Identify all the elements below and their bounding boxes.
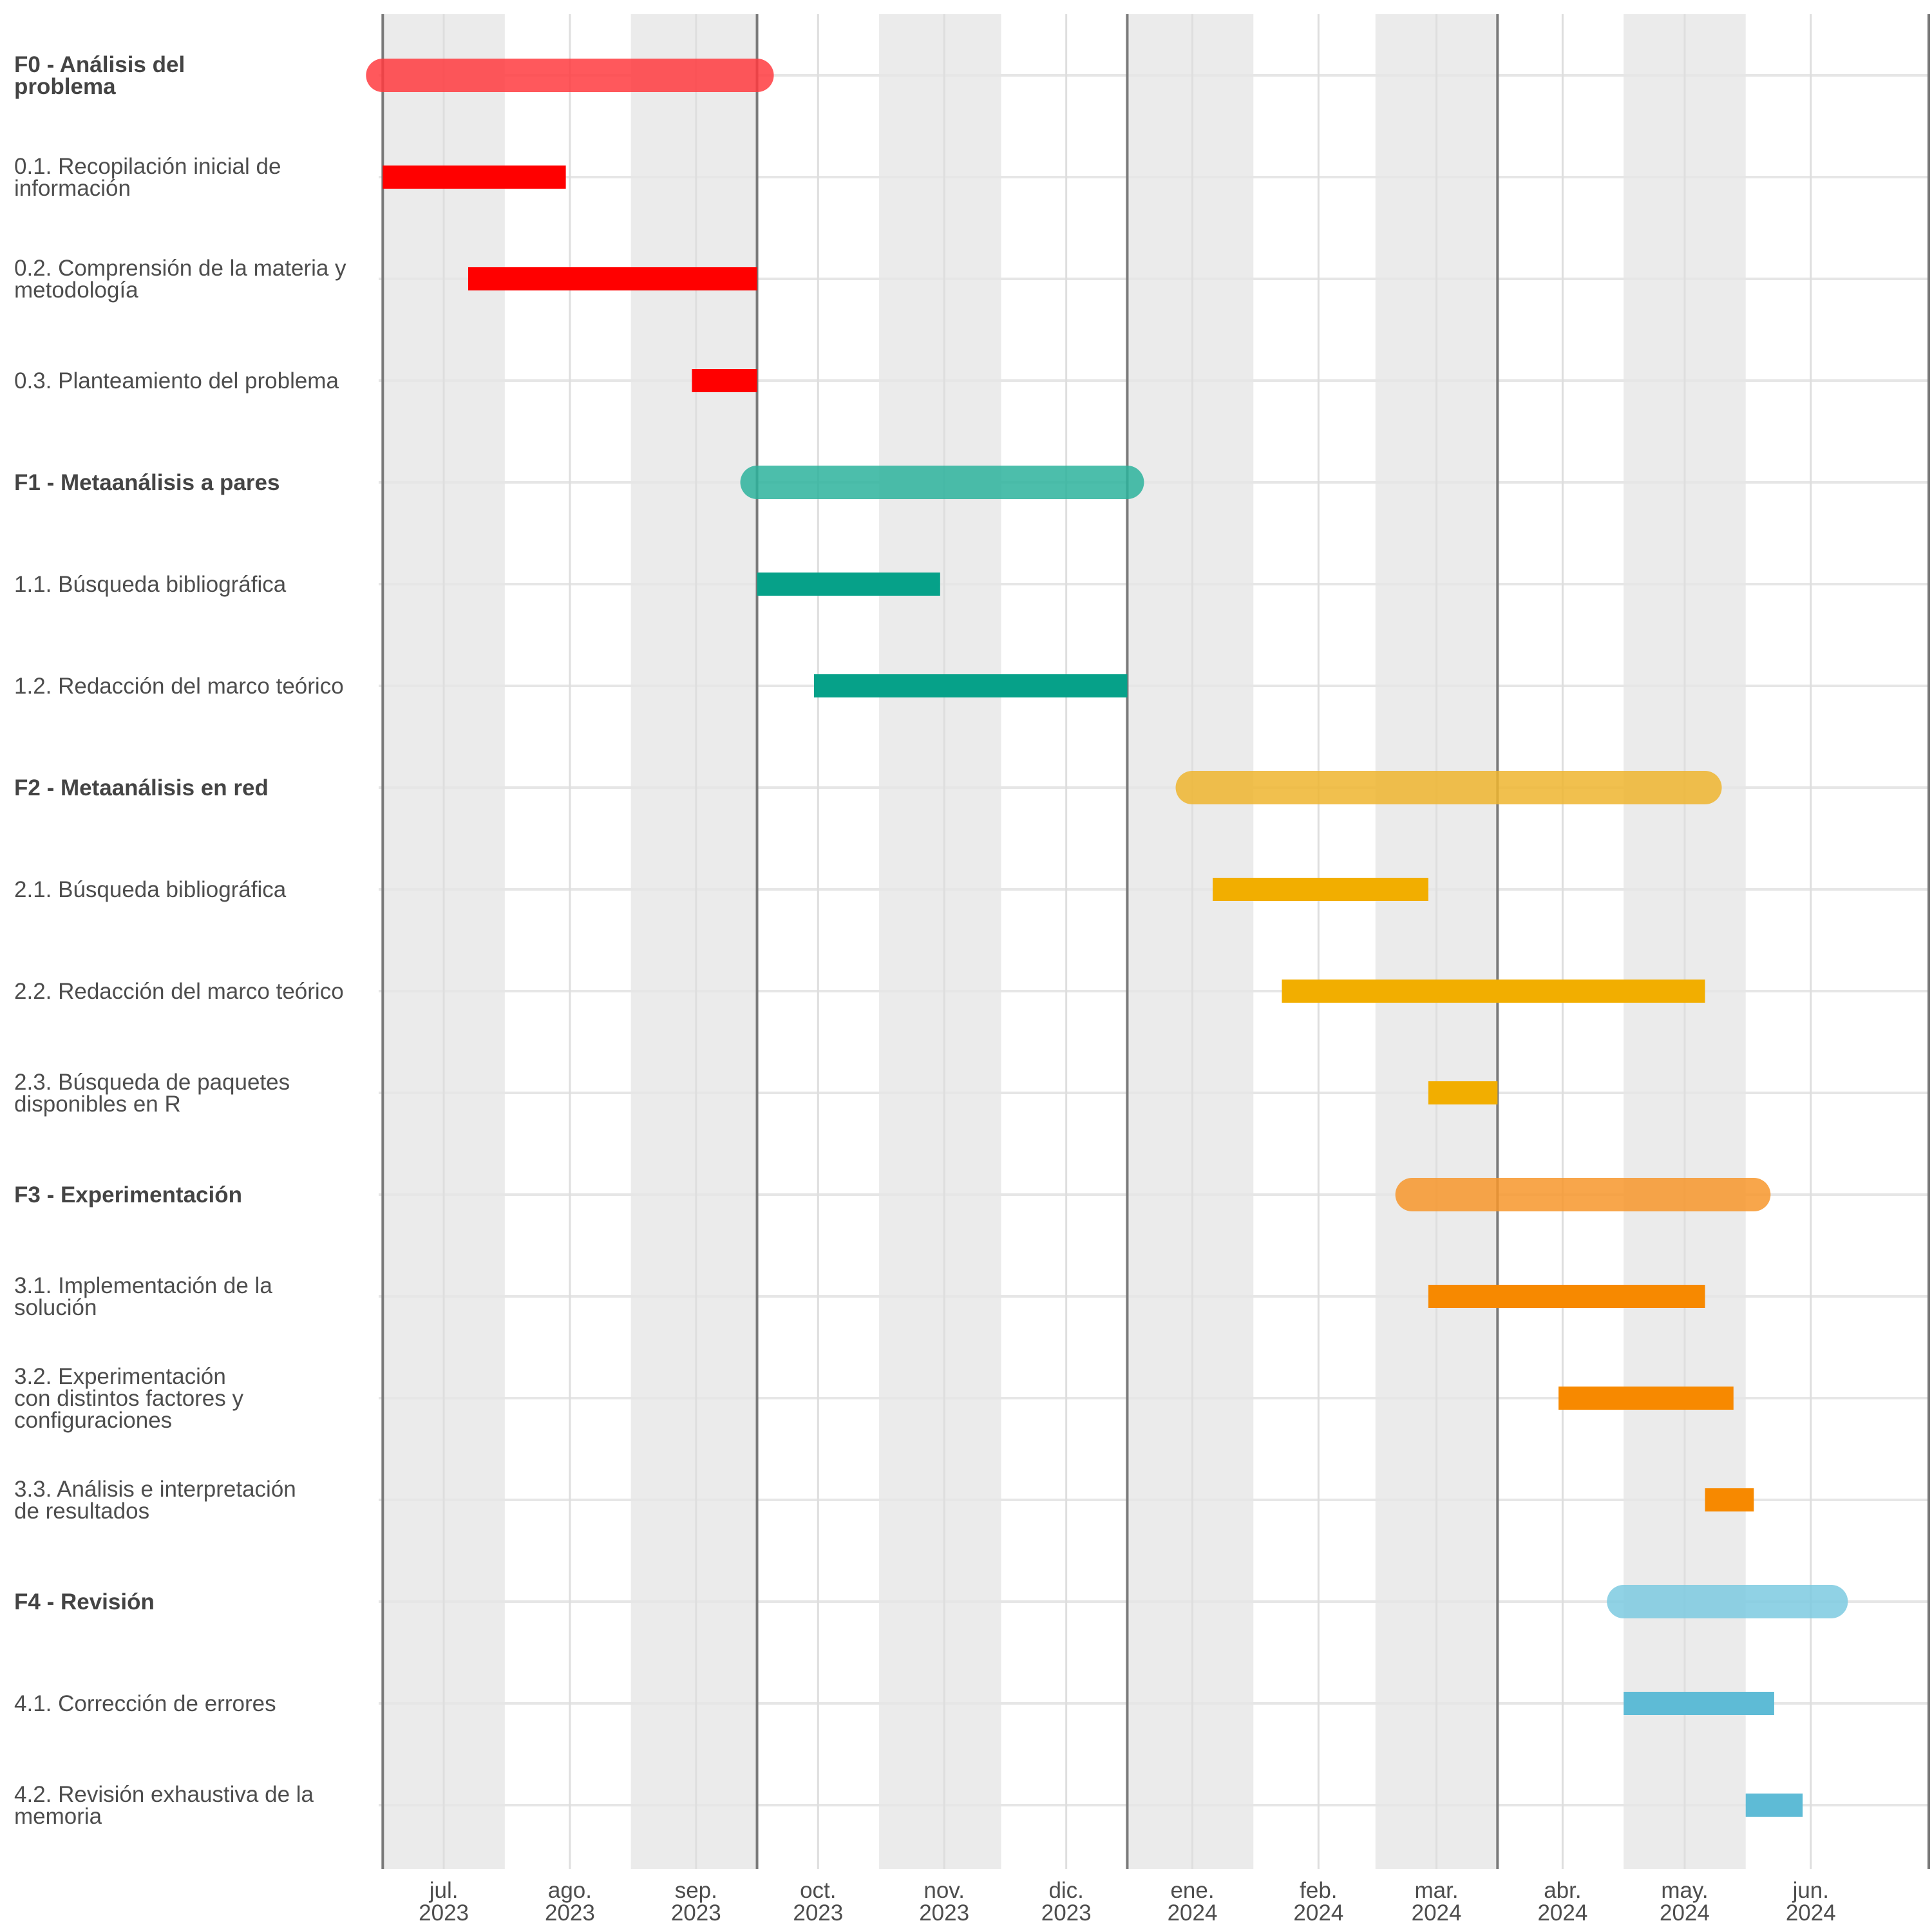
task-bar (1745, 1794, 1803, 1817)
x-tick-month: jun. (1792, 1878, 1829, 1903)
x-tick-month: ene. (1170, 1878, 1214, 1903)
label-line: 2.3. Búsqueda de paquetes (14, 1070, 290, 1095)
task-bar (1282, 980, 1705, 1003)
task-label: 3.3. Análisis e interpretación de resulta… (14, 1477, 296, 1524)
task-bar (757, 573, 940, 596)
task-bar (1558, 1387, 1734, 1410)
task-label: 0.1. Recopilación inicial de información (14, 154, 281, 201)
phase-label: F3 - Experimentación (14, 1182, 242, 1208)
x-tick-year: 2023 (671, 1900, 721, 1926)
label-line: 3.2. Experimentación (14, 1364, 226, 1389)
task-bar (1213, 878, 1428, 901)
task-bar (1428, 1081, 1498, 1104)
shaded-band (879, 14, 1001, 1869)
x-tick-year: 2024 (1786, 1900, 1836, 1926)
phase-label: F2 - Metaanálisis en red (14, 775, 269, 800)
label-line: información (14, 176, 131, 201)
x-tick-month: mar. (1415, 1878, 1459, 1903)
x-tick-year: 2023 (419, 1900, 469, 1926)
x-tick-month: abr. (1544, 1878, 1581, 1903)
task-label: 2.3. Búsqueda de paquetes disponibles en … (14, 1070, 290, 1117)
x-tick-year: 2023 (545, 1900, 595, 1926)
x-tick-year: 2023 (1041, 1900, 1092, 1926)
label-line: solución (14, 1295, 97, 1320)
label-line: 1.1. Búsqueda bibliográfica (14, 572, 287, 597)
label-line: 3.3. Análisis e interpretación (14, 1477, 296, 1502)
task-label: 0.3. Planteamiento del problema (14, 368, 339, 393)
task-label: 1.1. Búsqueda bibliográfica (14, 572, 287, 597)
x-tick-year: 2023 (919, 1900, 969, 1926)
x-tick-year: 2024 (1660, 1900, 1710, 1926)
task-label: 1.2. Redacción del marco teórico (14, 674, 344, 699)
task-label: 2.2. Redacción del marco teórico (14, 979, 344, 1004)
x-tick-month: sep. (675, 1878, 717, 1903)
label-line: 2.1. Búsqueda bibliográfica (14, 877, 287, 902)
label-line: 0.3. Planteamiento del problema (14, 368, 339, 393)
phase-label: F4 - Revisión (14, 1589, 155, 1615)
x-tick-year: 2024 (1537, 1900, 1587, 1926)
phase-label: F1 - Metaanálisis a pares (14, 470, 279, 495)
shaded-band (630, 14, 757, 1869)
x-tick-month: nov. (923, 1878, 965, 1903)
label-line: configuraciones (14, 1408, 172, 1433)
label-line: 0.1. Recopilación inicial de (14, 154, 281, 179)
task-bar (692, 369, 757, 392)
phase-label: F0 - Análisis del problema (14, 52, 185, 99)
x-tick-year: 2024 (1168, 1900, 1218, 1926)
label-line: disponibles en R (14, 1092, 181, 1117)
label-line: F2 - Metaanálisis en red (14, 775, 269, 800)
task-bars (366, 59, 1848, 1817)
x-tick-year: 2023 (793, 1900, 843, 1926)
task-label: 3.2. Experimentación con distintos factor… (14, 1364, 243, 1433)
label-line: 3.1. Implementación de la (14, 1273, 272, 1298)
label-line: F1 - Metaanálisis a pares (14, 470, 279, 495)
task-label: 0.2. Comprensión de la materia y metodolo… (14, 256, 346, 303)
label-line: memoria (14, 1804, 102, 1829)
x-axis-ticks: jul.2023ago.2023sep.2023oct.2023nov.2023… (419, 1878, 1836, 1926)
x-tick-month: jul. (429, 1878, 459, 1903)
label-line: 4.2. Revisión exhaustiva de la (14, 1782, 314, 1807)
label-line: de resultados (14, 1499, 149, 1524)
task-bar (1624, 1692, 1774, 1715)
x-tick-month: dic. (1048, 1878, 1083, 1903)
x-tick-month: oct. (800, 1878, 836, 1903)
task-label: 3.1. Implementación de la solución (14, 1273, 272, 1320)
x-tick-year: 2024 (1293, 1900, 1343, 1926)
task-bar (1705, 1488, 1754, 1511)
label-line: F4 - Revisión (14, 1589, 155, 1615)
month-gridlines (442, 14, 1812, 1869)
label-line: con distintos factores y (14, 1386, 243, 1411)
label-line: F0 - Análisis del (14, 52, 185, 77)
task-bar (468, 267, 757, 290)
label-line: 0.2. Comprensión de la materia y (14, 256, 346, 281)
shaded-bands (383, 14, 1746, 1869)
task-bar (383, 166, 566, 189)
x-tick-month: ago. (548, 1878, 592, 1903)
x-tick-month: feb. (1300, 1878, 1337, 1903)
label-line: 2.2. Redacción del marco teórico (14, 979, 344, 1004)
task-labels: F0 - Análisis del problema 0.1. Recopilaci… (14, 52, 346, 1829)
label-line: 1.2. Redacción del marco teórico (14, 674, 344, 699)
x-tick-month: may. (1661, 1878, 1708, 1903)
task-label: 2.1. Búsqueda bibliográfica (14, 877, 287, 902)
label-line: F3 - Experimentación (14, 1182, 242, 1208)
task-bar (813, 674, 1128, 697)
task-bar (1428, 1285, 1705, 1308)
shaded-band (1127, 14, 1254, 1869)
label-line: problema (14, 74, 116, 99)
task-label: 4.2. Revisión exhaustiva de la memoria (14, 1782, 314, 1829)
milestone-lines (381, 14, 1930, 1869)
label-line: 4.1. Corrección de errores (14, 1691, 276, 1716)
x-tick-year: 2024 (1412, 1900, 1462, 1926)
label-line: metodología (14, 278, 138, 303)
task-label: 4.1. Corrección de errores (14, 1691, 276, 1716)
